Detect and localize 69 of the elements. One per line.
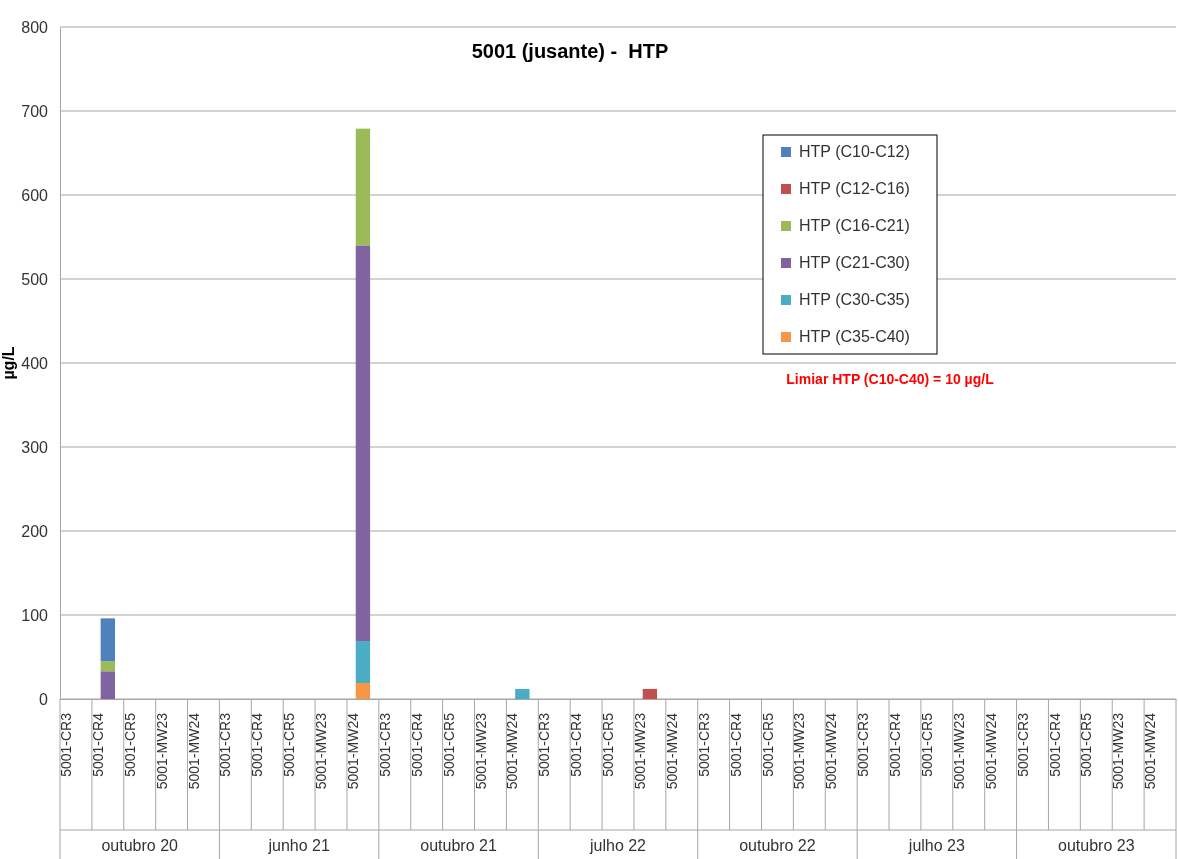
- text: outubro 23: [1058, 837, 1135, 854]
- bar: [355, 245, 371, 642]
- text: junho 21: [267, 837, 330, 854]
- x-tick-label: 5001-MW23: [1110, 712, 1127, 790]
- x-tick-label: 5001-CR4: [1046, 712, 1063, 777]
- y-tick-label: 200: [21, 522, 49, 540]
- x-tick-label: 5001-MW24: [982, 712, 999, 790]
- text: julho 23: [907, 837, 965, 854]
- x-tick-label: 5001-CR3: [855, 712, 872, 777]
- x-tick-label: 5001-CR5: [440, 712, 457, 777]
- annotation: Limiar HTP (C10-C40) = 10 µg/L: [786, 371, 995, 387]
- legend-label: HTP (C16-C21): [799, 217, 910, 234]
- legend-label: HTP (C35-C40): [799, 328, 910, 345]
- x-tick-label: 5001-MW24: [1142, 712, 1159, 790]
- x-tick-label: 5001-MW23: [313, 712, 330, 790]
- x-tick-label: 5001-MW23: [472, 712, 489, 790]
- x-tick-label: 5001-CR5: [600, 712, 617, 777]
- bar: [355, 128, 371, 246]
- x-tick-label: 5001-MW24: [663, 712, 680, 790]
- x-tick-label: 5001-CR4: [568, 712, 585, 777]
- x-tick-label: 5001-CR3: [1014, 712, 1031, 777]
- text: julho 22: [588, 837, 647, 854]
- x-tick-label: 5001-CR3: [536, 712, 553, 777]
- x-tick-label: 5001-CR3: [217, 712, 234, 777]
- y-tick-label: 100: [21, 606, 49, 624]
- legend-label: HTP (C21-C30): [799, 254, 910, 271]
- x-tick-label: 5001-CR4: [408, 712, 425, 777]
- bar: [355, 683, 371, 699]
- x-tick-label: 5001-MW23: [791, 712, 808, 790]
- x-tick-label: 5001-CR4: [249, 712, 266, 777]
- x-tick-label: 5001-CR4: [89, 712, 106, 777]
- x-tick-label: 5001-CR5: [1078, 712, 1095, 777]
- x-tick-label: 5001-CR5: [918, 712, 935, 777]
- x-tick-label: 5001-CR5: [759, 712, 776, 777]
- x-tick-label: 5001-CR4: [727, 712, 744, 777]
- bar: [642, 688, 658, 699]
- legend-label: HTP (C10-C12): [799, 143, 910, 160]
- x-tick-label: 5001-MW24: [504, 712, 521, 790]
- x-tick-label: 5001-MW24: [345, 712, 362, 790]
- x-tick-label: 5001-MW23: [153, 712, 170, 790]
- x-tick-label: 5001-CR5: [121, 712, 138, 777]
- y-tick-label: 700: [21, 102, 49, 120]
- x-tick-label: 5001-MW23: [950, 712, 967, 790]
- x-tick-label: 5001-CR5: [281, 712, 298, 777]
- y-tick-label: 0: [39, 690, 49, 708]
- y-tick-label: 500: [21, 270, 49, 288]
- x-tick-label: 5001-MW24: [185, 712, 202, 790]
- bar: [100, 661, 115, 672]
- legend-label: HTP (C30-C35): [799, 291, 910, 308]
- x-tick-label: 5001-CR3: [58, 712, 75, 777]
- text: outubro 21: [420, 837, 497, 854]
- x-tick-label: 5001-MW23: [631, 712, 648, 790]
- y-tick-label: 400: [21, 354, 49, 372]
- y-tick-label: 600: [21, 186, 49, 204]
- x-tick-label: 5001-CR3: [695, 712, 712, 777]
- bar: [515, 688, 530, 699]
- text: outubro 20: [101, 837, 179, 854]
- text: 5001 (jusante) - HTP: [471, 40, 669, 62]
- y-tick-label: 300: [21, 438, 49, 456]
- y-tick-label: 800: [21, 18, 49, 36]
- y-axis-title: µg/L: [0, 346, 17, 380]
- bar: [100, 618, 115, 662]
- bar: [355, 641, 371, 684]
- bar: [100, 671, 115, 699]
- legend-label: HTP (C12-C16): [799, 180, 910, 197]
- text: outubro 22: [739, 837, 816, 854]
- x-tick-label: 5001-CR4: [887, 712, 904, 777]
- x-tick-label: 5001-CR3: [376, 712, 393, 777]
- x-tick-label: 5001-MW24: [823, 712, 840, 790]
